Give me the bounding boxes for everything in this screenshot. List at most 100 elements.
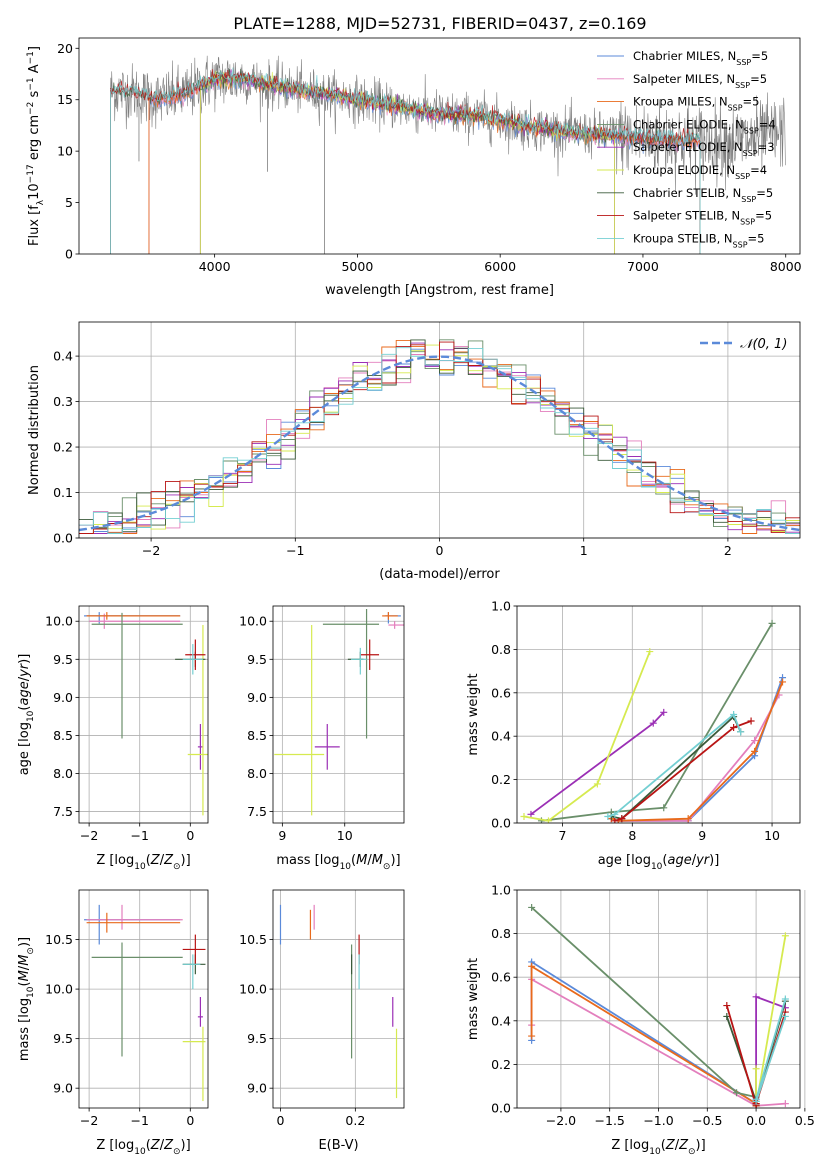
age_vs_Z-plot-area — [84, 612, 208, 816]
y-tick-label: 9.5 — [247, 1031, 267, 1046]
axes-frame — [78, 37, 801, 255]
y-tick-label: 10.0 — [45, 614, 73, 629]
legend-label: Chabrier ELODIE, NSSP=4 — [633, 117, 776, 135]
y-tick-label: 8.5 — [53, 728, 73, 743]
residual-hist-kroupa-stelib — [79, 347, 800, 534]
y-tick-label: 8.0 — [247, 766, 267, 781]
y-tick-label: 0.2 — [491, 772, 511, 787]
weight-series-salpeter-elodie — [527, 708, 668, 818]
spectrum-plot-area — [110, 55, 786, 254]
mass_vs_EBV-plot-area — [279, 904, 398, 1099]
axes-frame — [516, 605, 801, 824]
axes-frame — [78, 889, 209, 1109]
axes-frame — [272, 889, 405, 1109]
spectrum-panel: 4000 5000 6000 7000 8000 0 5 10 15 20 Chabrier MIL… — [26, 37, 802, 298]
errorbar-kroupa-miles — [86, 612, 181, 620]
y-tick-label: 0.1 — [53, 485, 73, 500]
y-tick-label: 0.4 — [491, 1013, 511, 1028]
y-tick-label: 0.4 — [491, 729, 511, 744]
age_vs_mass-panel: 9 10 7.5 8.0 8.5 9.0 9.5 10.0 mass [log10(M/M⊙)] — [239, 605, 405, 872]
y-tick-label: 0.8 — [491, 642, 511, 657]
weight-marker — [611, 810, 619, 818]
legend-label: Salpeter STELIB, NSSP=5 — [633, 209, 772, 227]
weight-marker — [611, 817, 619, 823]
weight-marker — [752, 993, 760, 1001]
weight-marker — [528, 962, 536, 970]
residual-hist-salpeter-stelib — [79, 341, 800, 534]
x-axis-label: mass [log10(M/M⊙)] — [276, 853, 400, 872]
x-axis-label: Z [log10(Z/Z⊙)] — [611, 1138, 705, 1157]
errorbar-salpeter-miles — [388, 621, 404, 629]
weight_vs_age-panel: 7 8 9 10 0.0 0.2 0.4 0.6 0.8 1.0 age [log10(age/yr… — [466, 599, 801, 872]
weight-marker — [527, 810, 535, 818]
weight-marker — [779, 678, 787, 686]
weight-marker — [660, 804, 668, 812]
errorbar-chabrier-elodie — [322, 609, 380, 739]
x-tick-label: −1 — [130, 1113, 148, 1128]
weight_vs_Z-plot-area — [528, 903, 789, 1108]
y-tick-label: 0.2 — [491, 1057, 511, 1072]
weight-line — [755, 935, 787, 1106]
y-tick-label: 0.0 — [491, 816, 511, 831]
weight-series-kroupa-elodie — [520, 648, 654, 823]
errorbar-kroupa-elodie — [182, 1026, 206, 1102]
weight-line — [614, 720, 752, 822]
x-tick-label: 7000 — [627, 259, 659, 274]
weight-marker — [730, 724, 738, 732]
x-tick-label: −1 — [286, 543, 304, 558]
normal-curve — [79, 355, 800, 532]
weight-line — [530, 960, 757, 1106]
y-tick-label: 0.0 — [491, 1101, 511, 1116]
age_vs_Z-panel: −2 −1 0 7.5 8.0 8.5 9.0 9.5 10.0 Z [log10(Z/Z⊙)] a… — [17, 605, 209, 872]
weight-line — [755, 998, 787, 1102]
y-tick-label: 10.5 — [239, 932, 267, 947]
residuals-panel: −2 −1 0 1 2 0.0 0.1 0.2 0.3 0.4 𝒩(0, 1) (data-model… — [27, 321, 801, 582]
y-axis-label: mass weight — [466, 673, 481, 755]
x-tick-label: 10 — [337, 828, 353, 843]
errorbar-kroupa-stelib — [350, 647, 367, 675]
y-tick-label: 9.5 — [53, 652, 73, 667]
errorbar-kroupa-miles — [382, 612, 398, 620]
weight-marker — [781, 932, 789, 940]
x-tick-label: −2 — [142, 543, 160, 558]
y-tick-label: 9.0 — [53, 690, 73, 705]
axes-frame — [272, 605, 405, 824]
weight-marker — [781, 995, 789, 1003]
x-tick-label: 0 — [277, 1113, 285, 1128]
mass_vs_EBV-panel: 0 0.2 9.0 9.5 10.0 10.5 E(B-V) — [239, 889, 405, 1153]
y-tick-label: 5 — [65, 195, 73, 210]
residual-hist-chabrier-stelib — [79, 339, 800, 533]
weight-marker — [646, 648, 654, 656]
errorbar-salpeter-stelib — [185, 639, 206, 670]
y-tick-label: 8.5 — [247, 728, 267, 743]
y-axis-label: mass [log10(M/M⊙)] — [17, 937, 36, 1061]
weight-marker — [660, 708, 668, 716]
x-tick-label: 7 — [558, 828, 566, 843]
weight-marker — [781, 1100, 789, 1108]
y-axis-label: Normed distribution — [27, 365, 42, 495]
x-tick-label: 0.2 — [345, 1113, 365, 1128]
x-tick-label: 5000 — [341, 259, 373, 274]
model-spectrum-kroupa-stelib — [110, 67, 701, 146]
y-tick-label: 0.4 — [53, 349, 73, 364]
y-tick-label: 0.3 — [53, 394, 73, 409]
mass_vs_Z-plot-area — [84, 904, 206, 1102]
weight-marker — [684, 815, 692, 823]
x-tick-label: 8000 — [770, 259, 802, 274]
y-tick-label: 0.6 — [491, 685, 511, 700]
weight-marker — [528, 903, 536, 911]
x-axis-label: Z [log10(Z/Z⊙)] — [96, 853, 190, 872]
residuals-plot-area — [79, 339, 800, 534]
y-tick-label: 9.5 — [247, 652, 267, 667]
x-tick-label: 1 — [580, 543, 588, 558]
weight-marker — [649, 719, 657, 727]
legend-label: Kroupa STELIB, NSSP=5 — [633, 231, 764, 249]
legend-label: Chabrier MILES, NSSP=5 — [633, 49, 768, 67]
y-tick-label: 10.0 — [239, 982, 267, 997]
weight-marker — [528, 1032, 536, 1040]
y-tick-label: 9.5 — [53, 1031, 73, 1046]
weight-marker — [752, 1095, 760, 1103]
weight_vs_Z-panel: −2.0 −1.5 −1.0 −0.5 0.0 0.5 0.0 0.2 0.4 0.6 0.8 1.0… — [466, 883, 815, 1158]
weight-line — [607, 713, 742, 818]
